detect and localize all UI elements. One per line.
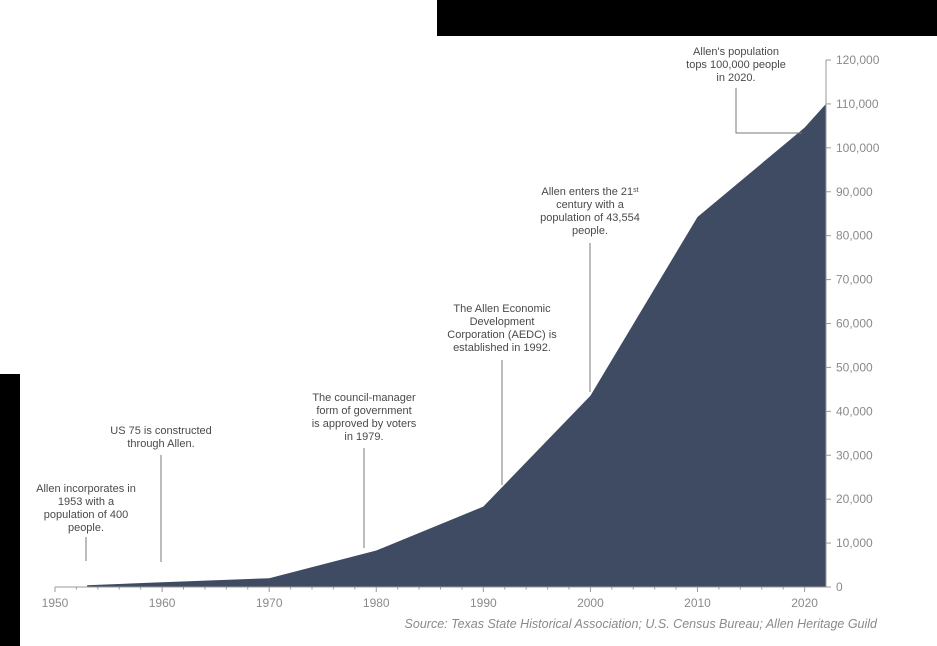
y-tick-label: 120,000 [836,53,880,67]
y-tick-label: 60,000 [836,317,873,331]
y-tick-label: 40,000 [836,404,873,418]
annotation-text: Allen's population tops 100,000 people in … [686,46,786,84]
x-tick-label: 1950 [42,596,69,610]
annotation-leader-line [735,88,802,134]
annotations: Allen incorporates in 1953 with a populati… [36,46,786,534]
x-tick-label: 2000 [577,596,604,610]
y-tick-label: 100,000 [836,141,880,155]
y-tick-label: 50,000 [836,360,873,374]
x-tick-label: 2020 [791,596,818,610]
y-tick-label: 30,000 [836,448,873,462]
y-tick-label: 90,000 [836,185,873,199]
y-tick-label: 80,000 [836,229,873,243]
y-tick-label: 0 [836,580,843,594]
x-tick-label: 1970 [256,596,283,610]
annotation-text: Allen enters the 21st century with a popul… [540,186,640,237]
x-tick-label: 1990 [470,596,497,610]
redaction-bar-top [437,0,937,36]
annotation-text: US 75 is constructed through Allen. [110,425,212,450]
y-tick-label: 20,000 [836,492,873,506]
y-tick-label: 110,000 [836,97,879,111]
x-tick-label: 1960 [149,596,176,610]
x-tick-label: 1980 [363,596,390,610]
x-tick-label: 2010 [684,596,711,610]
y-axis-ticks: 0 10,000 20,000 30,000 40,000 50,000 60,000 70,… [826,53,880,594]
annotation-leaders [85,88,802,562]
source-note: Source: Texas State Historical Associati… [405,617,878,631]
y-tick-label: 70,000 [836,273,873,287]
annotation-text: The council-manager form of government is … [312,392,417,443]
population-area [87,103,827,588]
redaction-bar-left [0,374,20,646]
x-axis-ticks: 1950 1960 1970 1980 1990 2000 2010 2020 [42,587,818,610]
annotation-text: Allen incorporates in 1953 with a populati… [36,483,136,534]
annotation-text: The Allen Economic Development Corporation… [447,303,557,354]
y-tick-label: 10,000 [836,536,873,550]
